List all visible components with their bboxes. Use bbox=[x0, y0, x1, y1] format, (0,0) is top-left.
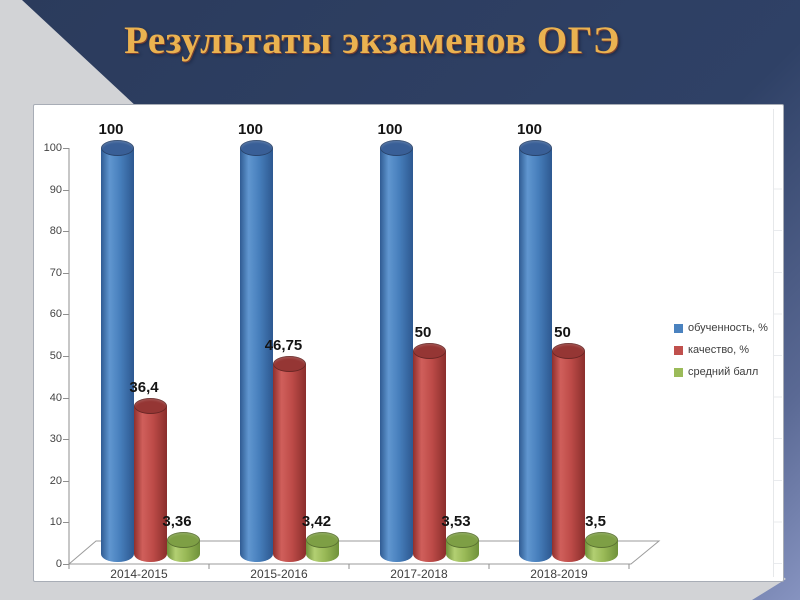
red-cylinder-bar bbox=[412, 343, 446, 562]
cylinder-top-cap bbox=[585, 531, 618, 548]
green-cylinder-bar bbox=[306, 532, 339, 562]
green-cylinder-bar bbox=[166, 532, 200, 562]
y-axis-tick-label: 90 bbox=[49, 183, 62, 196]
y-axis-tick-mark bbox=[63, 314, 69, 316]
cylinder-body bbox=[240, 148, 273, 562]
legend-color-swatch bbox=[674, 367, 683, 377]
red-cylinder-bar bbox=[552, 343, 585, 562]
y-axis-tick-mark bbox=[63, 522, 69, 524]
y-axis-tick-label: 0 bbox=[55, 558, 62, 570]
cylinder-top-cap bbox=[379, 140, 413, 156]
cylinder-body bbox=[412, 351, 446, 562]
x-axis-category-label: 2015-2016 bbox=[250, 567, 308, 581]
cylinder-top-cap bbox=[100, 140, 134, 156]
cylinder-body bbox=[519, 148, 552, 562]
y-axis-tick-label: 50 bbox=[49, 350, 62, 362]
legend-color-swatch bbox=[674, 323, 683, 333]
bar-value-label: 100 bbox=[377, 121, 403, 138]
green-cylinder-bar bbox=[585, 531, 618, 562]
cylinder-top-cap bbox=[133, 398, 167, 415]
panel-gridline-ticks bbox=[774, 148, 782, 565]
cylinder-top-cap bbox=[240, 140, 273, 156]
legend-label: обученность, % bbox=[688, 322, 768, 334]
y-axis-tick-mark bbox=[63, 356, 69, 357]
y-axis-tick-label: 40 bbox=[49, 391, 62, 404]
bar-value-label: 100 bbox=[516, 121, 543, 138]
y-axis-tick-mark bbox=[63, 272, 69, 274]
cylinder-body bbox=[273, 364, 306, 562]
y-axis-tick-mark bbox=[63, 564, 69, 565]
cylinder-top-cap bbox=[519, 140, 552, 156]
y-axis-tick-mark bbox=[63, 397, 69, 399]
legend-item: обученность, % bbox=[674, 317, 768, 339]
bar-value-label: 50 bbox=[554, 324, 571, 341]
red-cylinder-bar bbox=[133, 398, 167, 562]
y-axis-tick-mark bbox=[63, 231, 69, 233]
bar-value-label: 46,75 bbox=[264, 337, 303, 355]
legend-label: качество, % bbox=[688, 344, 750, 356]
y-axis-tick-mark bbox=[63, 480, 69, 482]
y-axis-tick-mark bbox=[63, 148, 69, 149]
y-axis-tick-label: 10 bbox=[49, 516, 62, 529]
blue-cylinder-bar bbox=[379, 140, 413, 562]
blue-cylinder-bar bbox=[519, 140, 552, 562]
legend-item: качество, % bbox=[674, 339, 768, 361]
cylinder-top-cap bbox=[445, 531, 479, 548]
green-cylinder-bar bbox=[445, 531, 479, 562]
y-axis-tick-label: 80 bbox=[49, 225, 62, 238]
chart-legend: обученность, % качество, % средний балл bbox=[674, 317, 768, 383]
y-axis-tick-label: 70 bbox=[49, 266, 62, 279]
legend-item: средний балл bbox=[674, 361, 768, 383]
cylinder-top-cap bbox=[273, 356, 306, 373]
panel-inner-edge-line bbox=[773, 109, 774, 577]
bar-value-label: 50 bbox=[414, 324, 432, 341]
cylinder-top-cap bbox=[412, 343, 446, 359]
y-axis-tick-mark bbox=[63, 189, 69, 191]
y-axis-tick-label: 100 bbox=[43, 142, 62, 154]
y-axis-tick-label: 60 bbox=[49, 308, 62, 321]
cylinder-body bbox=[133, 406, 167, 562]
legend-color-swatch bbox=[674, 345, 683, 355]
y-axis-tick-label: 20 bbox=[49, 474, 62, 487]
x-axis-category-label: 2018-2019 bbox=[530, 567, 588, 581]
cylinder-top-cap bbox=[306, 532, 339, 549]
slide-title: Результаты экзаменов ОГЭ bbox=[124, 19, 620, 62]
x-axis-category-label: 2017-2018 bbox=[390, 567, 448, 581]
blue-cylinder-bar bbox=[240, 140, 273, 562]
blue-cylinder-bar bbox=[100, 140, 134, 562]
y-axis-tick-mark bbox=[63, 439, 69, 441]
bar-value-label: 3,5 bbox=[585, 512, 606, 530]
bar-value-label: 3,53 bbox=[441, 512, 471, 530]
legend-label: средний балл bbox=[688, 366, 759, 378]
bar-value-label: 36,4 bbox=[129, 379, 159, 397]
cylinder-body bbox=[552, 351, 585, 562]
bar-value-label: 100 bbox=[98, 121, 124, 138]
red-cylinder-bar bbox=[273, 356, 306, 562]
x-axis-category-label: 2014-2015 bbox=[110, 567, 168, 581]
chart-3d-floor-axis bbox=[67, 148, 661, 569]
cylinder-body bbox=[100, 148, 134, 562]
cylinder-body bbox=[379, 148, 413, 562]
bar-value-label: 3,42 bbox=[301, 513, 332, 531]
y-axis-tick-label: 30 bbox=[49, 433, 62, 446]
bar-value-label: 100 bbox=[237, 121, 264, 138]
cylinder-top-cap bbox=[552, 343, 585, 359]
chart-panel: обученность, % качество, % средний балл 0 1… bbox=[33, 104, 784, 582]
bar-value-label: 3,36 bbox=[162, 513, 192, 531]
cylinder-top-cap bbox=[166, 532, 200, 549]
